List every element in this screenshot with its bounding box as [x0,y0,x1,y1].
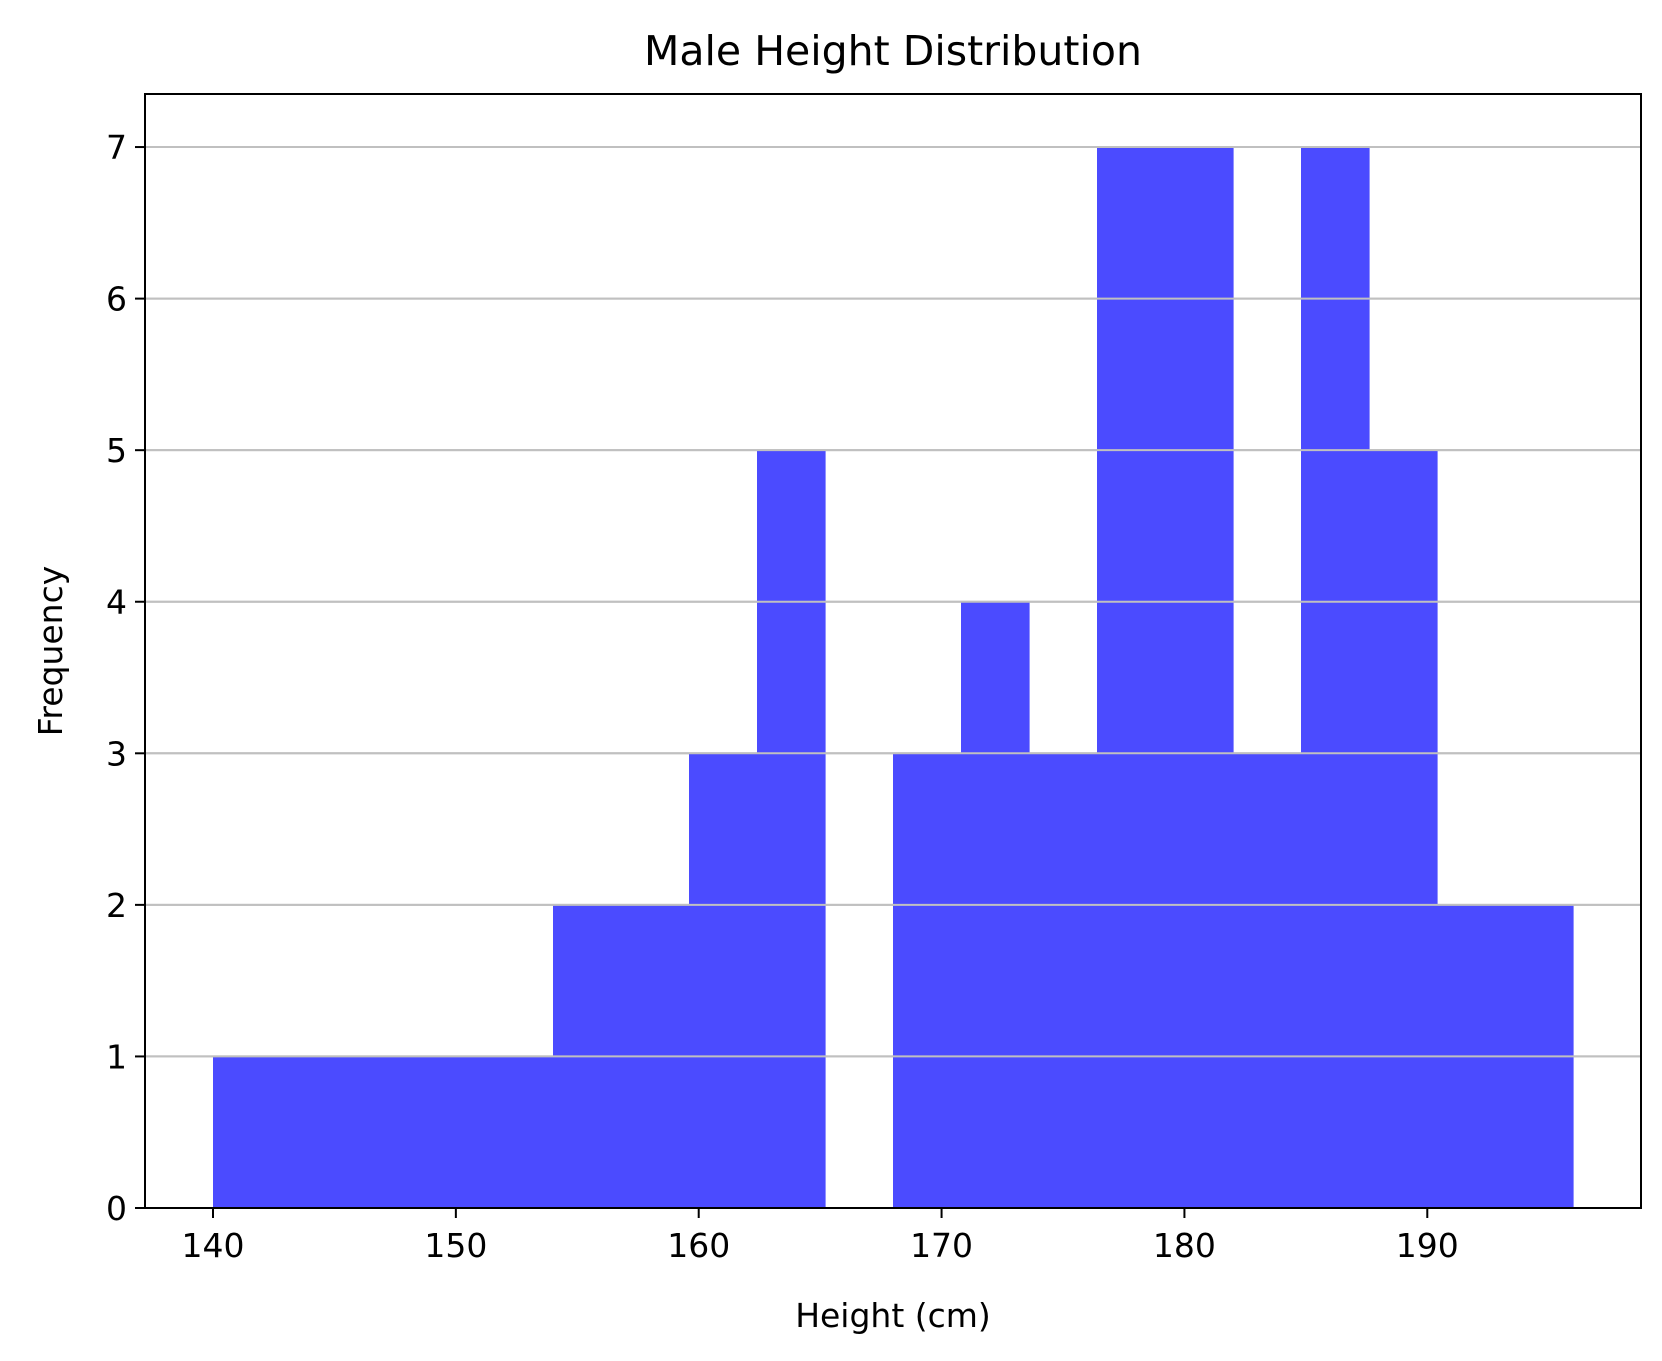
histogram-bar-7 [689,753,758,1208]
y-axis-label: Frequency [31,566,70,736]
x-tick-label-140: 140 [182,1226,245,1265]
histogram-bar-0 [213,1056,282,1208]
plot-frame [144,93,1642,1209]
chart-title: Male Height Distribution [644,27,1142,75]
histogram-bar-4 [485,1056,554,1208]
x-tick-label-160: 160 [667,1226,730,1265]
x-tick-label-170: 170 [910,1226,973,1265]
x-axis-label: Height (cm) [795,1296,991,1335]
histogram-bar-13 [1097,147,1166,1208]
y-tick-label-3: 3 [106,734,127,773]
y-tick-label-4: 4 [106,583,127,622]
histogram-bar-16 [1301,147,1370,1208]
y-tick-label-1: 1 [106,1037,127,1076]
y-tick-label-0: 0 [106,1189,127,1228]
y-tick-label-5: 5 [106,431,127,470]
x-tick-label-180: 180 [1153,1226,1216,1265]
y-tick-label-6: 6 [106,280,127,319]
histogram-bar-2 [349,1056,418,1208]
x-axis-ticks: 140 150 160 170 180 190 [182,1208,1459,1265]
y-tick-label-2: 2 [106,886,127,925]
y-tick-label-7: 7 [106,128,127,167]
histogram-bar-15 [1233,753,1302,1208]
histogram-bar-1 [281,1056,350,1208]
histogram-bar-12 [1029,753,1098,1208]
x-tick-label-150: 150 [424,1226,487,1265]
histogram-bar-10 [893,753,962,1208]
histogram-bar-17 [1369,450,1438,1208]
histogram-bar-8 [757,450,826,1208]
y-axis-ticks: 0 1 2 3 4 5 6 7 [106,128,145,1228]
histogram-bars [145,146,1641,1208]
histogram-bar-14 [1165,147,1234,1208]
histogram-bar-3 [417,1056,486,1208]
x-tick-label-190: 190 [1396,1226,1459,1265]
